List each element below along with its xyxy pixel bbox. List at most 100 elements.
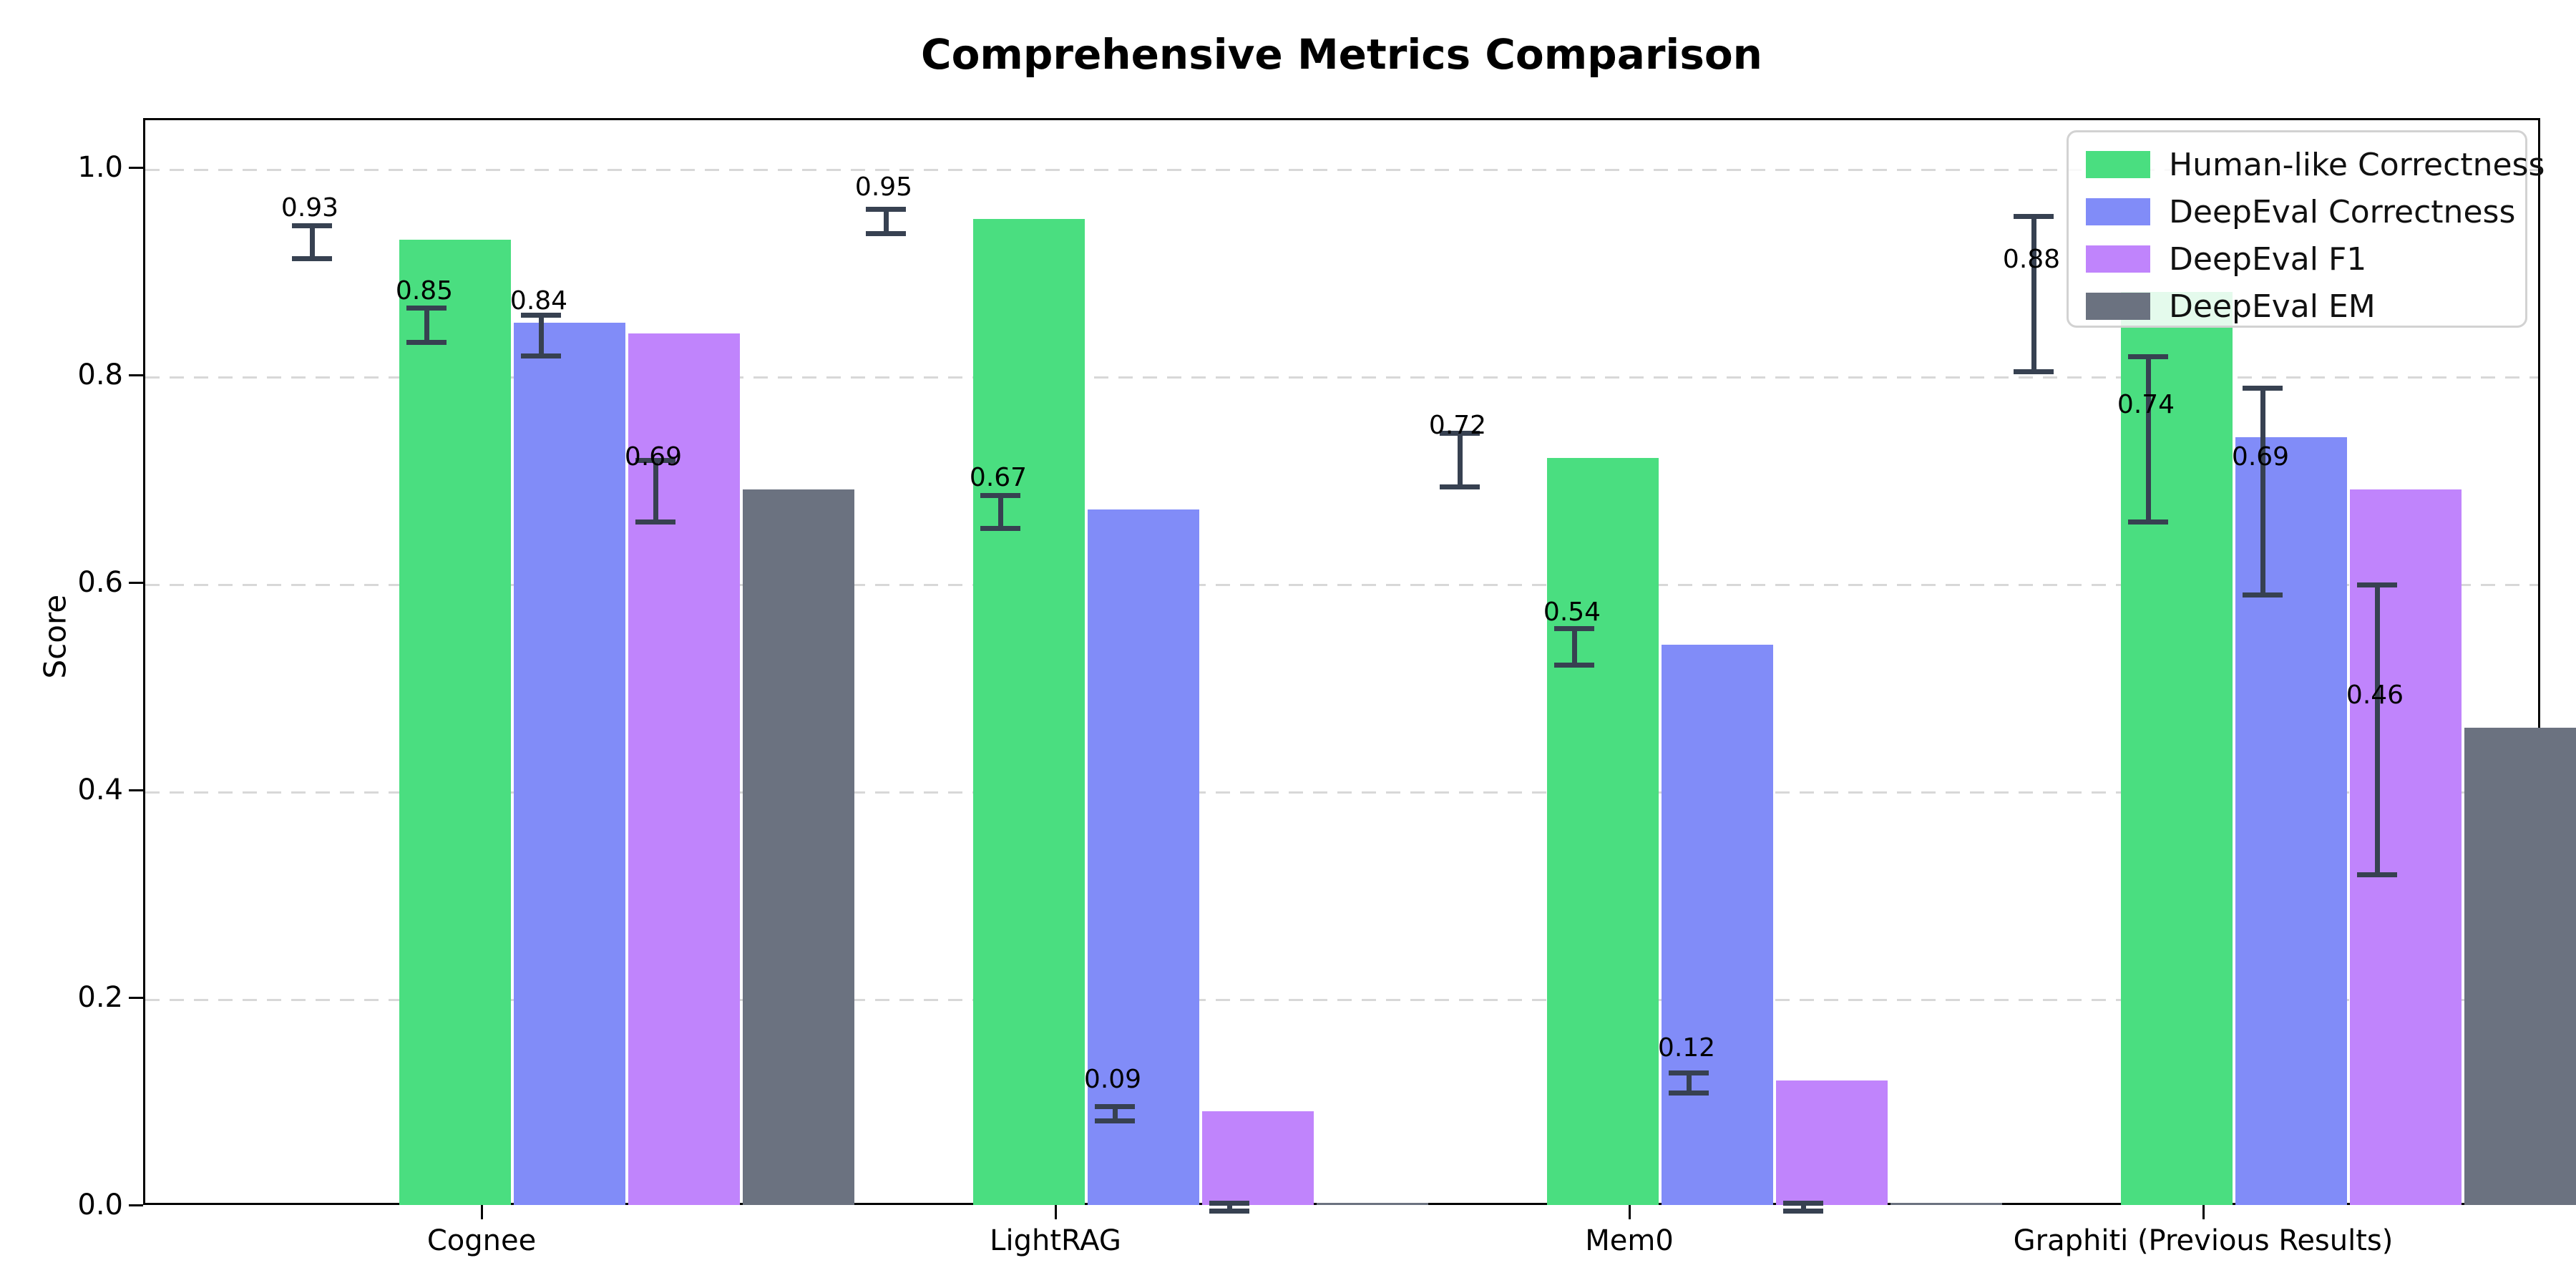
bar-deepeval-correctness-3 (1662, 645, 1773, 1205)
error-bar (1801, 1203, 1806, 1211)
bar-deepeval-correctness-2 (1088, 509, 1199, 1205)
error-bar (2375, 585, 2380, 875)
error-bar-cap-top (1783, 1201, 1823, 1206)
bar-deepeval-correctness-4 (2235, 437, 2347, 1205)
error-bar (1113, 1106, 1118, 1121)
bar-deepeval-f1-3 (1776, 1080, 1888, 1205)
bar-deepeval-em-2 (1317, 1203, 1428, 1205)
legend-swatch (2086, 293, 2150, 320)
y-tick-mark (129, 997, 143, 999)
bar-value-label: 0.74 (2117, 390, 2175, 419)
error-bar-cap-bottom (1440, 484, 1480, 489)
legend-label: DeepEval F1 (2169, 240, 2367, 278)
error-bar-cap-top (1095, 1104, 1135, 1110)
error-bar-cap-bottom (635, 519, 675, 525)
error-bar-cap-top (292, 223, 332, 229)
error-bar-cap-bottom (406, 340, 447, 346)
error-bar (1687, 1072, 1692, 1093)
bar-deepeval-f1-4 (2350, 489, 2462, 1205)
x-tick-mark (1055, 1205, 1057, 1219)
error-bar-cap-top (2128, 354, 2168, 359)
bar-value-label: 0.93 (280, 192, 339, 223)
error-bar-cap-bottom (1095, 1118, 1135, 1123)
legend-item-human-like-correctness: Human-like Correctness (2069, 141, 2545, 188)
error-bar-cap-top (521, 313, 561, 318)
legend: Human-like Correctness DeepEval Correctne… (2067, 130, 2545, 330)
gridline-0.6 (145, 584, 2538, 586)
bar-value-label: 0.12 (1657, 1033, 1716, 1063)
bar-value-label: 0.46 (2346, 680, 2404, 710)
legend-label: DeepEval EM (2169, 288, 2376, 325)
bar-deepeval-em-3 (1890, 1203, 2002, 1205)
error-bar (653, 460, 658, 522)
y-tick-label: 1.0 (77, 151, 123, 184)
legend-item-deepeval-correctness: DeepEval Correctness (2069, 188, 2525, 235)
y-tick-mark (129, 374, 143, 376)
bar-deepeval-f1-1 (628, 333, 740, 1205)
bar-deepeval-f1-2 (1202, 1111, 1314, 1205)
bar-value-label: 0.85 (395, 275, 454, 306)
error-bar-cap-bottom (2357, 872, 2397, 877)
error-bar-cap-top (866, 207, 906, 213)
error-bar-cap-top (635, 458, 675, 463)
error-bar-cap-bottom (1669, 1090, 1709, 1096)
y-tick-mark (129, 789, 143, 791)
x-tick-label-1: Cognee (426, 1224, 537, 1257)
legend-item-deepeval-f1: DeepEval F1 (2069, 235, 2525, 283)
bar-value-label: 0.84 (509, 286, 568, 316)
chart-title: Comprehensive Metrics Comparison (921, 30, 1762, 79)
bar-value-label: 0.95 (854, 172, 913, 202)
error-bar-cap-top (1669, 1070, 1709, 1075)
gridline-0.2 (145, 999, 2538, 1001)
bar-value-label: 0.69 (2231, 441, 2290, 472)
error-bar (1227, 1203, 1232, 1211)
bar-value-label: 0.09 (1083, 1064, 1142, 1094)
error-bar (310, 225, 315, 259)
x-tick-label-3: Mem0 (1585, 1224, 1674, 1257)
error-bar (2031, 216, 2036, 372)
gridline-0.8 (145, 376, 2538, 379)
y-tick-mark (129, 582, 143, 584)
error-bar-cap-top (1209, 1201, 1249, 1206)
bar-human-like-correctness-2 (973, 219, 1085, 1205)
error-bar-cap-top (2357, 582, 2397, 587)
error-bar (539, 315, 544, 356)
gridline-0.4 (145, 791, 2538, 794)
x-tick-label-4: Graphiti (Previous Results) (2013, 1224, 2394, 1257)
legend-swatch (2086, 198, 2150, 225)
error-bar-cap-bottom (866, 230, 906, 236)
error-bar (424, 307, 429, 343)
bar-value-label: 0.69 (624, 441, 683, 472)
error-bar (2146, 356, 2151, 522)
error-bar-cap-bottom (292, 255, 332, 261)
y-tick-label: 0.4 (77, 774, 123, 806)
error-bar-cap-bottom (1783, 1208, 1823, 1214)
x-tick-mark (2202, 1205, 2205, 1219)
bar-deepeval-correctness-1 (514, 323, 625, 1205)
y-tick-label: 0.6 (77, 566, 123, 599)
y-tick-label: 0.0 (77, 1189, 123, 1221)
gridline-1.0 (145, 169, 2538, 171)
bar-value-label: 0.54 (1543, 597, 1601, 627)
bar-human-like-correctness-3 (1547, 458, 1659, 1205)
error-bar-cap-top (2014, 214, 2054, 220)
bar-value-label: 0.72 (1428, 411, 1487, 440)
y-tick-mark (129, 167, 143, 169)
error-bar-cap-bottom (2014, 369, 2054, 374)
bar-value-label: 0.88 (2002, 245, 2061, 274)
legend-swatch (2086, 151, 2150, 178)
bar-value-label: 0.67 (969, 462, 1028, 492)
error-bar-cap-top (406, 305, 447, 311)
bar-human-like-correctness-1 (399, 240, 511, 1205)
legend-item-deepeval-em: DeepEval EM (2069, 283, 2525, 330)
error-bar-cap-bottom (980, 525, 1020, 531)
error-bar-cap-bottom (1209, 1208, 1249, 1214)
error-bar (2260, 387, 2265, 595)
y-axis-label: Score (37, 594, 73, 679)
error-bar-cap-top (1554, 625, 1594, 631)
y-tick-label: 0.8 (77, 358, 123, 391)
legend-label: Human-like Correctness (2169, 146, 2545, 183)
error-bar-cap-top (2243, 385, 2283, 391)
error-bar-cap-top (980, 493, 1020, 499)
